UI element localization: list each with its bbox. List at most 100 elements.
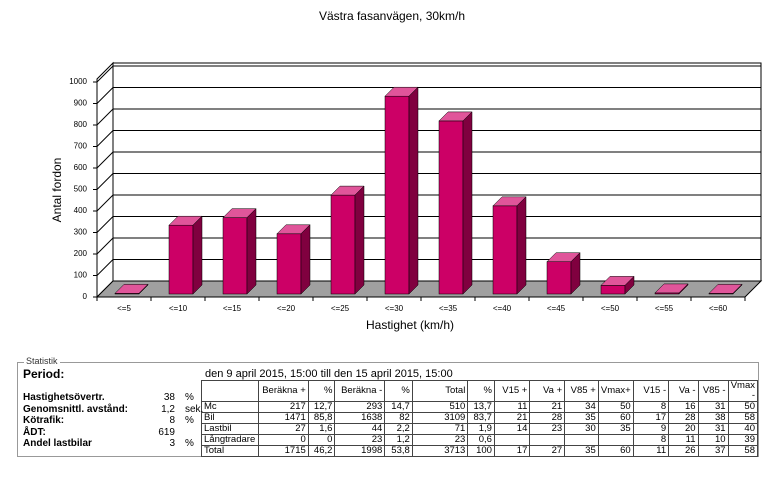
bar-side <box>192 215 203 295</box>
table-cell: 31 <box>697 401 729 413</box>
header-cell: V85 - <box>697 380 729 402</box>
table-cell: 3713 <box>411 445 469 457</box>
summary-row: Andel lastbilar 3% <box>23 438 194 450</box>
y-tick-label: 700 <box>74 142 88 151</box>
table-cell: 50 <box>727 401 759 413</box>
table-cell: 82 <box>384 412 413 424</box>
y-tick-label: 600 <box>74 163 88 172</box>
grid-line <box>96 151 114 169</box>
row-label: Total <box>201 445 259 457</box>
table-cell: 30 <box>564 423 599 435</box>
table-row: Bil 1471 85,8 1638 82 3109 83,7 21 28 35 60 17 28 38 5… <box>201 412 759 424</box>
header-row: Beräkna +% Beräkna -% Total% V15 + Va + V85 +… <box>201 380 759 402</box>
x-tick-label: <=5 <box>117 304 131 313</box>
header-cell: Total <box>411 380 469 402</box>
bar-side <box>516 196 527 295</box>
table-row: Mc 217 12,7 293 14,7 510 13,7 11 21 34 50 8 16 31 50 <box>201 401 759 413</box>
header-cell: V15 - <box>632 380 670 402</box>
bar-side <box>300 224 311 295</box>
summary-unit: % <box>185 438 194 449</box>
table-cell: 13,7 <box>467 401 495 413</box>
bar <box>600 275 635 295</box>
chart-title: Västra fasanvägen, 30km/h <box>319 9 465 23</box>
y-tick-label: 0 <box>83 292 88 301</box>
table-cell: 31 <box>697 423 729 435</box>
table-cell: 58 <box>727 412 759 424</box>
table-cell: 27 <box>529 445 566 457</box>
table-cell: 23 <box>411 434 469 446</box>
y-tick-label: 1000 <box>69 77 87 86</box>
y-tick-label: 300 <box>74 228 88 237</box>
table-cell: 71 <box>411 423 469 435</box>
grid-line <box>96 259 114 276</box>
table-cell: 8 <box>632 434 670 446</box>
table-cell: 14,7 <box>384 401 413 413</box>
table-cell: 83,7 <box>467 412 495 424</box>
header-cell: V85 + <box>564 380 599 402</box>
table-cell <box>529 434 566 446</box>
table-cell: 11 <box>632 445 670 457</box>
table-row: Långtradare 0 0 23 1,2 23 0,6 8 11 10 39 <box>201 434 759 446</box>
x-tick-label: <=40 <box>493 304 512 313</box>
x-tick-label: <=55 <box>655 304 674 313</box>
table-cell: 1638 <box>334 412 386 424</box>
table-cell: 1,9 <box>467 423 495 435</box>
table-cell: 0,6 <box>467 434 495 446</box>
grid-line <box>96 130 114 147</box>
table-cell: 58 <box>727 445 759 457</box>
header-cell <box>201 380 259 402</box>
x-tick-label: <=15 <box>223 304 242 313</box>
bar <box>276 224 311 295</box>
header-cell: % <box>384 380 413 402</box>
x-tick-label: <=60 <box>709 304 728 313</box>
bar-front <box>546 261 572 295</box>
table-cell: 1715 <box>257 445 309 457</box>
table-cell <box>564 434 599 446</box>
header-cell: Va - <box>668 380 699 402</box>
bar-side <box>732 283 743 295</box>
table-cell: 38 <box>697 412 729 424</box>
table-cell: 28 <box>668 412 699 424</box>
table-cell: 34 <box>564 401 599 413</box>
bar-side <box>138 283 149 295</box>
bar <box>438 111 473 295</box>
row-label: Mc <box>201 401 259 413</box>
header-cell: Va + <box>529 380 566 402</box>
table-cell: 17 <box>493 445 531 457</box>
table-cell: 26 <box>668 445 699 457</box>
header-cell: Beräkna - <box>334 380 386 402</box>
chart: Västra fasanvägen, 30km/h Antal fordon H… <box>50 9 763 332</box>
bar <box>384 86 419 295</box>
bar-front <box>600 285 626 295</box>
table-row: Total 1715 46,2 1998 53,8 3713 100 17 27 35 60 11 26… <box>201 445 759 457</box>
header-cell: Beräkna + <box>257 380 309 402</box>
y-tick-label: 800 <box>74 120 88 129</box>
table-cell: 14 <box>493 423 531 435</box>
bar <box>492 196 527 295</box>
table-cell: 35 <box>597 423 634 435</box>
table-cell: 0 <box>307 434 336 446</box>
table-cell: 44 <box>334 423 386 435</box>
table-cell: 23 <box>529 423 566 435</box>
table-cell: 1998 <box>334 445 386 457</box>
bar-side <box>570 252 581 295</box>
bar-front <box>384 95 410 295</box>
summary-value: 38 <box>163 392 175 403</box>
row-label: Bil <box>201 412 259 424</box>
x-axis-label: Hastighet (km/h) <box>366 318 454 332</box>
table-cell <box>597 434 634 446</box>
period: den 9 april 2015, 15:00 till den 15 apri… <box>205 368 453 380</box>
grid-line <box>96 108 114 126</box>
table-cell: 100 <box>467 445 495 457</box>
table-cell: 16 <box>668 401 699 413</box>
table-cell: 53,8 <box>384 445 413 457</box>
bar <box>330 185 365 295</box>
table-cell: 23 <box>334 434 386 446</box>
legend: Statistik <box>24 356 60 366</box>
summary-value: 1,2 <box>161 403 175 415</box>
summary-row: ÅDT: 619 <box>23 427 193 439</box>
y-tick-label: 400 <box>74 206 88 215</box>
x-tick-label: <=10 <box>169 304 188 313</box>
table-cell: 9 <box>632 423 670 435</box>
